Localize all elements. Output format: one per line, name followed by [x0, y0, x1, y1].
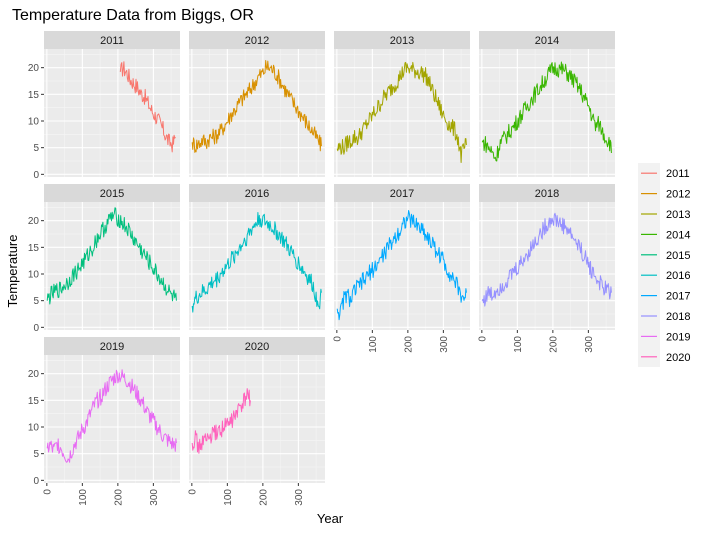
facet-strip-label: 2020 [245, 341, 269, 353]
facet-strip [44, 31, 180, 49]
panel-grid [44, 49, 180, 177]
facet-panel-2015: 2015 0 5 10 15 20 [28, 184, 180, 334]
x-tick-label: 0 [477, 336, 488, 342]
x-tick-label: 200 [403, 336, 414, 353]
x-tick-label: 100 [78, 489, 89, 506]
x-tick-label: 100 [368, 336, 379, 353]
facet-panel-2020: 2020 0 100 200 300 [187, 337, 325, 506]
legend-label-2014: 2014 [666, 229, 690, 241]
panel-background [189, 355, 325, 483]
y-tick-label: 0 [33, 170, 39, 181]
y-tick-label: 15 [28, 243, 40, 254]
facet-strip [189, 184, 325, 202]
legend-label-2020: 2020 [666, 352, 690, 364]
x-tick-label: 300 [149, 489, 160, 506]
series-line-2019 [46, 369, 177, 463]
facet-strip-label: 2019 [100, 341, 124, 353]
legend-label-2012: 2012 [666, 189, 690, 201]
y-tick-label: 5 [33, 449, 39, 460]
panel-grid [44, 202, 180, 330]
x-tick-label: 200 [548, 336, 559, 353]
facet-strip [334, 31, 470, 49]
legend-label-2017: 2017 [666, 291, 690, 303]
y-tick-label: 0 [33, 323, 39, 334]
y-tick-label: 20 [28, 216, 40, 227]
series-line-2017 [336, 210, 467, 321]
x-tick-label: 300 [584, 336, 595, 353]
facet-strip [44, 184, 180, 202]
y-tick-label: 10 [28, 270, 40, 281]
legend-label-2015: 2015 [666, 250, 690, 262]
series-line-2013 [336, 61, 467, 163]
facet-strip [479, 184, 615, 202]
panel-grid [189, 202, 325, 330]
facet-strip [479, 31, 615, 49]
facet-strip-label: 2017 [390, 188, 414, 200]
facet-panel-2013: 2013 [334, 31, 470, 177]
facet-strip-label: 2016 [245, 188, 269, 200]
x-axis-title: Year [317, 511, 344, 526]
y-tick-label: 0 [33, 476, 39, 487]
panel-background [189, 49, 325, 177]
series-line-2015 [46, 207, 177, 305]
y-tick-label: 15 [28, 90, 40, 101]
facet-strip-label: 2011 [100, 35, 124, 47]
x-tick-label: 100 [223, 489, 234, 506]
y-tick-label: 5 [33, 296, 39, 307]
facet-strip-label: 2015 [100, 188, 124, 200]
facet-panel-2011: 2011 0 5 10 15 20 [28, 31, 180, 181]
facet-strip [334, 184, 470, 202]
y-tick-label: 10 [28, 423, 40, 434]
x-tick-label: 0 [332, 336, 343, 342]
y-tick-label: 20 [28, 63, 40, 74]
panel-background [44, 49, 180, 177]
legend-label-2013: 2013 [666, 209, 690, 221]
facet-strip-label: 2012 [245, 35, 269, 47]
x-tick-label: 200 [258, 489, 269, 506]
panel-grid [44, 355, 180, 483]
legend-label-2018: 2018 [666, 311, 690, 323]
series-line-2016 [191, 212, 322, 313]
y-tick-label: 15 [28, 396, 40, 407]
series-line-2018 [481, 212, 612, 307]
series-line-2014 [481, 61, 612, 162]
y-axis-title: Temperature [5, 235, 20, 308]
legend-label-2019: 2019 [666, 331, 690, 343]
facet-strip [189, 31, 325, 49]
panel-background [479, 49, 615, 177]
y-tick-label: 20 [28, 369, 40, 380]
x-tick-label: 300 [294, 489, 305, 506]
series-line-2012 [191, 60, 322, 153]
x-tick-label: 200 [113, 489, 124, 506]
facet-strip-label: 2018 [535, 188, 559, 200]
facet-panel-2017: 2017 0 100 200 300 [332, 184, 470, 353]
facet-panel-2018: 2018 0 100 200 300 [477, 184, 615, 353]
panel-background [479, 202, 615, 330]
x-tick-label: 0 [42, 489, 53, 495]
facet-strip-label: 2014 [535, 35, 559, 47]
facet-strip-label: 2013 [390, 35, 414, 47]
plot-title: Temperature Data from Biggs, OR [12, 7, 254, 24]
x-tick-label: 100 [513, 336, 524, 353]
x-tick-label: 300 [439, 336, 450, 353]
series-line-2011 [119, 61, 176, 153]
panel-background [44, 202, 180, 330]
facet-strip [189, 337, 325, 355]
y-tick-label: 10 [28, 117, 40, 128]
legend-label-2011: 2011 [666, 168, 690, 180]
x-tick-label: 0 [187, 489, 198, 495]
facet-panel-2016: 2016 [189, 184, 325, 330]
legend-label-2016: 2016 [666, 270, 690, 282]
facet-strip [44, 337, 180, 355]
facet-panel-2014: 2014 [479, 31, 615, 177]
legend: 2011 2012 2013 2014 2015 2016 2017 2018 2019 2020 [638, 163, 690, 367]
facet-panel-2012: 2012 [189, 31, 325, 177]
series-line-2020 [191, 388, 251, 454]
y-tick-label: 5 [33, 143, 39, 154]
